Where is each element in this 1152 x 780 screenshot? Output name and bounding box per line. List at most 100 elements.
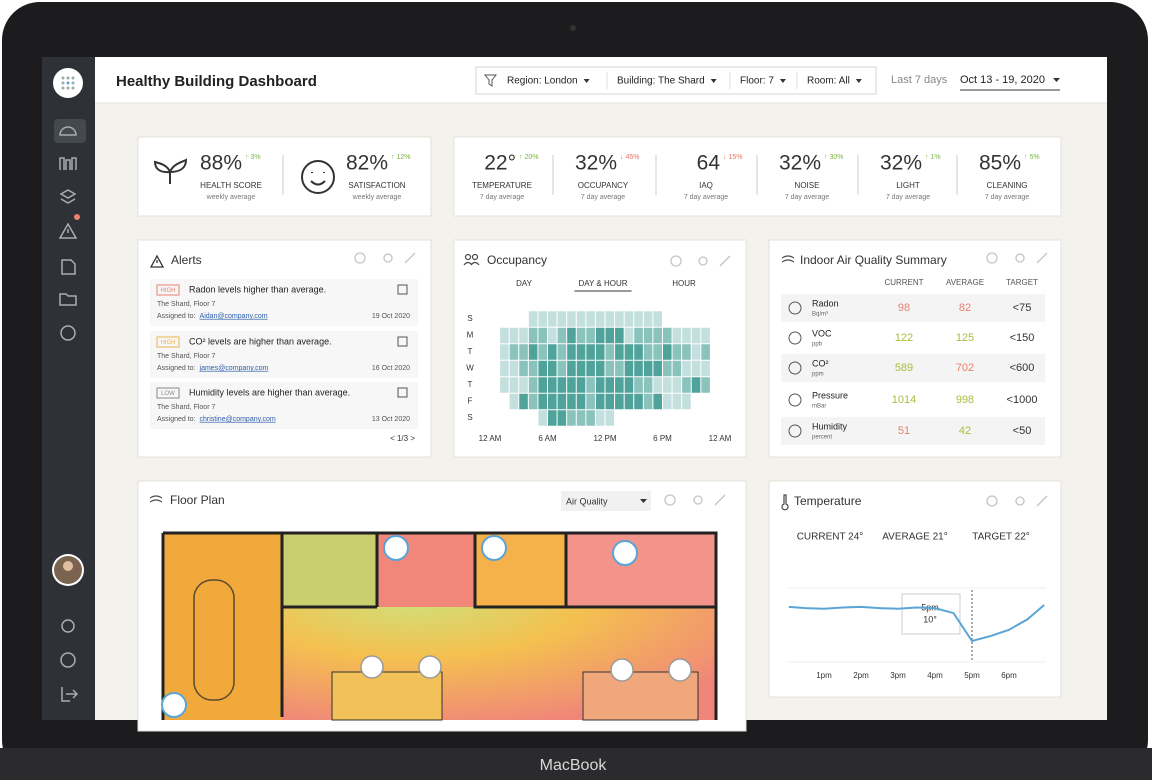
kpi-delta: ↑ 3% [245,154,261,161]
filter-caret[interactable] [583,79,590,83]
heat-cell [663,344,672,360]
day-label: F [468,397,473,406]
heat-cell [672,393,682,410]
expand-button[interactable] [719,255,731,267]
layer-dropdown[interactable] [561,491,651,511]
settings-button[interactable] [693,495,703,505]
heat-cell [634,360,643,377]
heat-cell [538,410,547,426]
expand-button[interactable] [1036,252,1048,264]
heat-cell [672,360,682,377]
heat-cell [519,360,528,377]
heat-cell [605,327,615,344]
alert-item[interactable] [150,279,418,326]
alert-open[interactable] [397,387,408,398]
temperature-card [768,480,1062,698]
heat-cell [528,360,538,377]
alert-open[interactable] [397,336,408,347]
sensor-icons[interactable] [161,535,638,718]
heat-cell [605,311,615,327]
x-tick-label: 4pm [927,671,943,680]
alert-item[interactable] [150,331,418,378]
alert-badge [156,284,180,296]
nav-logout[interactable] [61,687,79,702]
heat-cell [576,344,586,360]
alert-open[interactable] [397,284,408,295]
heat-cell [528,377,538,393]
tab[interactable]: HOUR [672,279,696,288]
refresh-button[interactable] [986,252,998,264]
alert-badge [156,336,180,348]
room[interactable] [163,533,282,720]
filter[interactable]: Room: All [807,76,850,87]
target-value: <600 [1010,362,1035,374]
nav-reports[interactable] [61,259,76,275]
heat-cell [500,360,509,377]
refresh-button[interactable] [664,494,676,506]
expand-button[interactable] [1036,495,1048,507]
filter-caret[interactable] [779,79,786,83]
date-caret[interactable] [1053,78,1060,82]
heat-cell [500,377,509,393]
filter[interactable]: Region: London [507,76,578,87]
heat-cell [682,377,691,393]
nav-settings[interactable] [61,619,75,633]
filter[interactable]: Floor: 7 [740,76,774,87]
desk-icons[interactable] [360,655,692,682]
refresh-button[interactable] [670,255,682,267]
filter-caret[interactable] [710,79,717,83]
settings-button[interactable] [1015,496,1025,506]
alerts-pager[interactable]: < 1/3 > [390,434,415,443]
nav-help[interactable] [60,652,76,668]
alert-message: Humidity levels are higher than average. [189,387,350,397]
nav-files[interactable] [59,293,77,306]
refresh-button[interactable] [986,495,998,507]
tab[interactable]: DAY [516,279,533,288]
alert-assigned-label: Assigned to: [157,365,196,372]
sidebar [42,57,95,720]
x-tick-label: 6 AM [538,434,557,443]
nav-buildings[interactable] [59,157,77,170]
kpi-value: 32% [575,152,617,175]
nav-dashboard[interactable] [59,126,77,136]
settings-button[interactable] [383,253,393,263]
alert-assignee[interactable]: james@company.com [199,365,269,372]
heat-cell [586,360,595,377]
heat-cell [576,410,586,426]
expand-button[interactable] [404,252,416,264]
expand-button[interactable] [714,494,726,506]
alert-assignee[interactable]: christine@company.com [200,416,276,423]
nav-layers[interactable] [59,189,77,204]
filter-caret[interactable] [855,79,862,83]
nav-billing[interactable] [60,325,76,341]
row-name: Humidity [812,421,848,431]
row-icon [788,331,802,345]
date-range[interactable]: Oct 13 - 19, 2020 [960,74,1045,86]
walls [161,531,718,720]
current-value: 1014 [892,394,916,406]
refresh-button[interactable] [354,252,366,264]
heat-cell [528,393,538,410]
row-unit: percent [812,435,832,441]
heat-cell [672,344,682,360]
alert-item[interactable] [150,382,418,429]
avatar-face [63,561,73,571]
settings-button[interactable] [698,256,708,266]
laptop-base [0,748,1152,780]
current-value: 589 [895,362,913,374]
heat-cell [509,360,519,377]
room[interactable] [566,533,716,607]
layer-caret [640,499,647,503]
room[interactable] [282,533,377,607]
nav-alerts[interactable] [58,222,78,239]
heat-cell [691,377,701,393]
alert-location: The Shard, Floor 7 [157,301,215,308]
heat-cell [682,360,691,377]
alert-assignee[interactable]: Aidan@company.com [200,313,268,320]
settings-button[interactable] [1015,253,1025,263]
filter[interactable]: Building: The Shard [617,76,705,87]
kpi-value: 88% [200,152,242,175]
row-name: Radon [812,298,839,308]
tab[interactable]: DAY & HOUR [578,279,627,288]
